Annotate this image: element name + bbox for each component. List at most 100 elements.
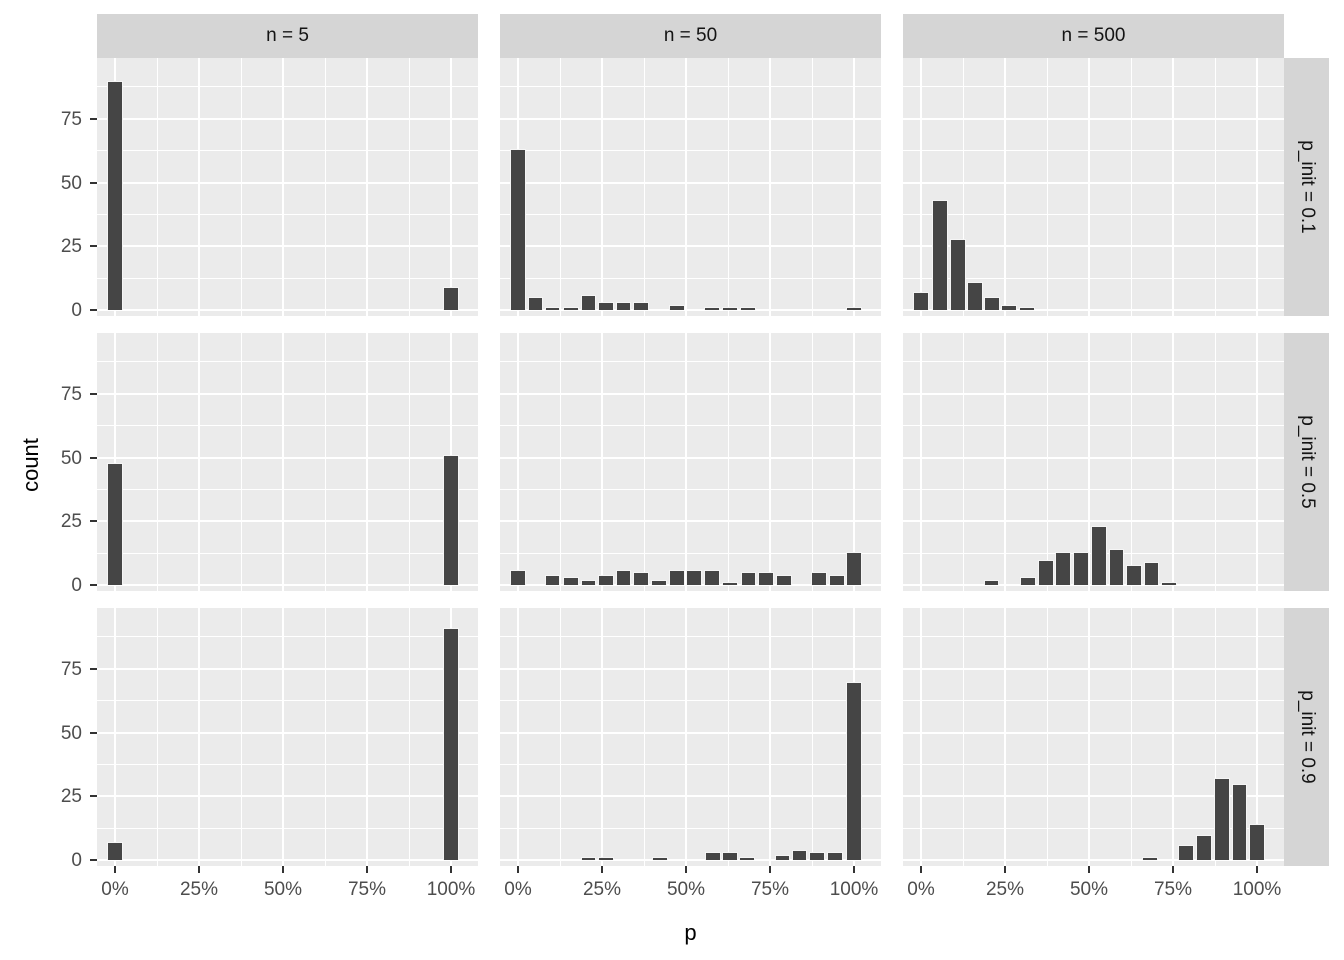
gridline xyxy=(97,667,478,670)
facet-row-strip-label: p_init = 0.9 xyxy=(1296,690,1318,784)
gridline xyxy=(324,608,326,866)
gridline xyxy=(97,245,478,248)
gridline xyxy=(97,552,478,554)
gridline xyxy=(601,333,603,591)
x-tick-label: 100% xyxy=(829,879,879,900)
gridline xyxy=(1004,608,1006,866)
panel-r1c2 xyxy=(903,333,1284,591)
gridline xyxy=(282,608,284,866)
facet-col-strip-label: n = 500 xyxy=(1061,25,1126,46)
x-tick-label: 75% xyxy=(750,879,790,900)
histogram-bar xyxy=(1126,564,1142,585)
histogram-bar xyxy=(721,852,738,860)
histogram-bar xyxy=(669,569,685,585)
x-tick-mark xyxy=(685,866,687,873)
facet-row-strip-pinit-0.5: p_init = 0.5 xyxy=(1284,333,1329,591)
gridline xyxy=(97,150,478,152)
histogram-bar xyxy=(443,627,459,860)
histogram-bar xyxy=(1073,551,1089,585)
gridline xyxy=(282,333,284,591)
histogram-bar xyxy=(1196,834,1213,860)
facet-row-strip-label: p_init = 0.5 xyxy=(1296,415,1318,509)
facet-col-strip-n5: n = 5 xyxy=(97,14,478,58)
gridline xyxy=(1046,333,1048,591)
gridline xyxy=(920,58,922,316)
x-tick-label: 50% xyxy=(263,879,303,900)
gridline xyxy=(685,58,687,316)
gridline xyxy=(1214,333,1216,591)
y-tick-mark xyxy=(90,667,97,670)
histogram-bar xyxy=(598,302,614,310)
panel-r0c1 xyxy=(500,58,881,316)
gridline xyxy=(500,309,881,311)
gridline xyxy=(500,150,881,152)
gridline xyxy=(500,425,881,427)
gridline xyxy=(366,333,368,591)
y-tick-mark xyxy=(90,181,97,184)
facet-col-strip-n50: n = 50 xyxy=(500,14,881,58)
panel-r1c1 xyxy=(500,333,881,591)
gridline xyxy=(1046,58,1048,316)
gridline xyxy=(1130,333,1132,591)
gridline xyxy=(408,333,410,591)
x-tick-mark xyxy=(601,866,603,873)
gridline xyxy=(97,795,478,798)
gridline xyxy=(97,425,478,427)
histogram-bar xyxy=(846,681,862,860)
gridline xyxy=(97,700,478,702)
gridline xyxy=(97,361,478,363)
histogram-bar xyxy=(791,849,808,860)
gridline xyxy=(903,117,1284,120)
gridline xyxy=(643,58,645,316)
y-tick-label: 50 xyxy=(60,172,82,194)
histogram-bar xyxy=(775,574,792,585)
gridline xyxy=(97,309,478,311)
gridline xyxy=(500,584,881,586)
gridline xyxy=(97,636,478,638)
gridline xyxy=(903,425,1284,427)
panel-r0c0 xyxy=(97,58,478,316)
gridline xyxy=(450,58,452,316)
gridline xyxy=(500,731,881,734)
x-tick-mark xyxy=(920,866,922,873)
gridline xyxy=(97,859,478,861)
x-tick-mark xyxy=(517,866,519,873)
y-tick-mark xyxy=(90,859,97,861)
histogram-bar xyxy=(443,454,459,585)
gridline xyxy=(903,150,1284,152)
histogram-bar xyxy=(704,307,721,310)
histogram-bar xyxy=(580,294,597,310)
gridline xyxy=(903,795,1284,798)
histogram-bar xyxy=(1249,824,1265,860)
histogram-bar xyxy=(932,200,949,310)
gridline xyxy=(366,58,368,316)
gridline xyxy=(500,636,881,638)
x-tick-label: 0% xyxy=(504,879,532,900)
histogram-bar xyxy=(651,579,667,585)
gridline xyxy=(903,309,1284,311)
gridline xyxy=(685,608,687,866)
gridline xyxy=(559,58,561,316)
gridline xyxy=(601,608,603,866)
y-tick-label: 0 xyxy=(71,300,82,321)
gridline xyxy=(1256,333,1258,591)
histogram-bar xyxy=(722,582,739,585)
histogram-bar xyxy=(722,307,739,310)
gridline xyxy=(559,608,561,866)
x-tick-mark xyxy=(769,866,771,873)
x-tick-label: 100% xyxy=(426,879,476,900)
gridline xyxy=(500,795,881,798)
panel-r1c0 xyxy=(97,333,478,591)
gridline xyxy=(1214,58,1216,316)
gridline xyxy=(962,58,964,316)
facet-col-strip-label: n = 5 xyxy=(266,25,309,46)
gridline xyxy=(500,520,881,523)
gridline xyxy=(903,520,1284,523)
gridline xyxy=(97,763,478,765)
gridline xyxy=(727,333,729,591)
gridline xyxy=(500,86,881,88)
histogram-bar xyxy=(913,292,929,310)
y-tick-label: 75 xyxy=(60,658,82,680)
histogram-bar xyxy=(809,852,825,860)
facet-row-strip-pinit-0.9: p_init = 0.9 xyxy=(1284,608,1329,866)
